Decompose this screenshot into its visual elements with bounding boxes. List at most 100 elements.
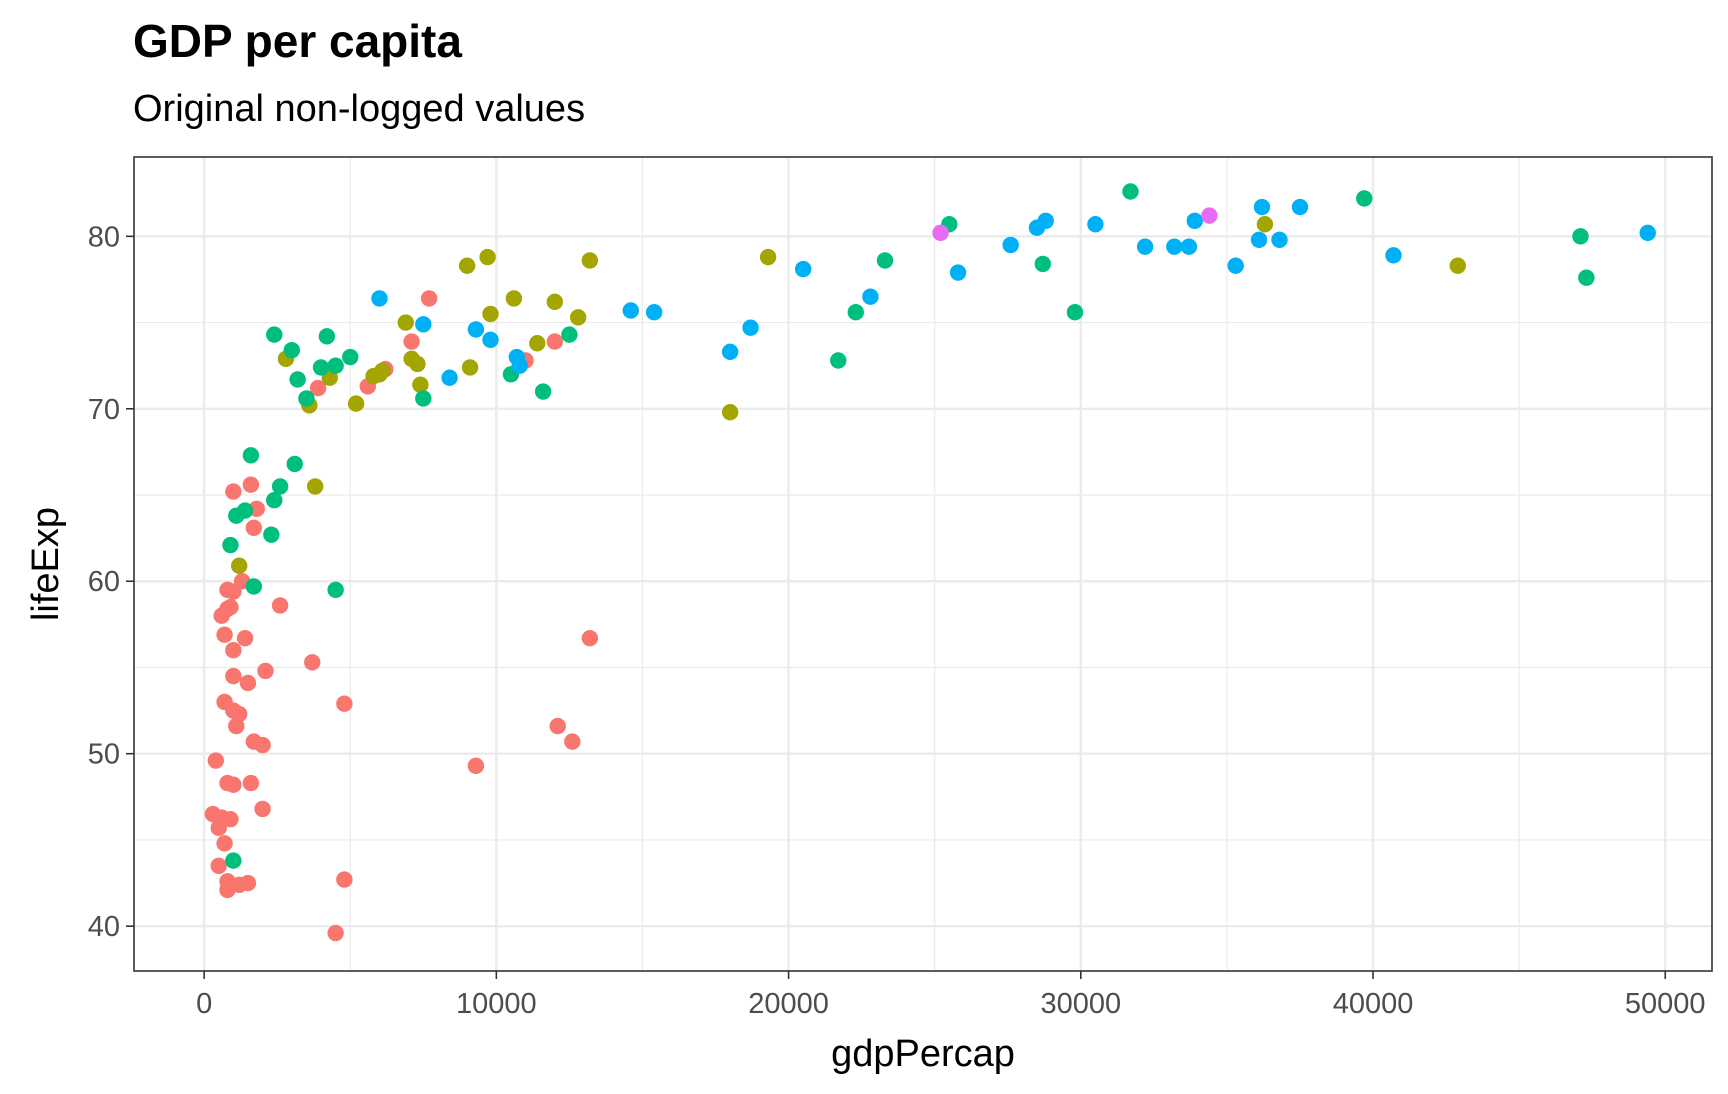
data-point <box>1087 216 1104 233</box>
data-point <box>1186 212 1203 230</box>
data-point <box>482 305 499 323</box>
data-point <box>1166 238 1183 255</box>
data-point <box>511 357 528 374</box>
data-point <box>759 248 777 266</box>
data-point <box>415 390 432 407</box>
data-point <box>242 476 260 493</box>
data-point <box>932 224 949 242</box>
data-point <box>242 774 260 792</box>
data-points <box>204 183 1656 942</box>
data-point <box>581 629 599 647</box>
data-point <box>225 642 242 659</box>
data-point <box>458 257 476 274</box>
minor-grid <box>134 157 1712 971</box>
y-tick-label: 70 <box>88 394 120 426</box>
data-point <box>266 491 283 509</box>
data-point <box>561 326 578 343</box>
data-point <box>415 316 432 333</box>
data-point <box>546 293 563 311</box>
data-point <box>327 924 344 942</box>
y-axis-ticks: 40 50 60 70 80 <box>88 221 134 943</box>
data-point <box>216 626 233 643</box>
data-point <box>482 331 499 349</box>
data-point <box>1136 238 1154 255</box>
data-point <box>289 371 306 388</box>
data-point <box>347 395 365 412</box>
data-point <box>564 733 581 750</box>
major-grid <box>134 157 1712 971</box>
data-point <box>298 390 315 407</box>
data-point <box>742 319 759 336</box>
data-point <box>862 288 879 305</box>
data-point <box>283 341 300 359</box>
data-point <box>239 674 257 692</box>
data-point <box>210 857 227 875</box>
data-point <box>254 736 271 754</box>
data-point <box>1639 224 1656 242</box>
data-point <box>1201 207 1218 224</box>
data-point <box>876 252 894 269</box>
data-point <box>467 321 485 338</box>
data-point <box>546 333 563 350</box>
data-point <box>441 369 458 386</box>
data-point <box>374 362 391 380</box>
data-point <box>309 379 327 397</box>
data-point <box>1227 257 1244 274</box>
data-point <box>622 302 639 319</box>
data-point <box>312 359 330 376</box>
data-point <box>1066 304 1084 321</box>
data-point <box>479 248 496 266</box>
panel-border <box>133 156 1713 972</box>
data-point <box>534 383 552 400</box>
data-point <box>794 260 812 278</box>
data-point <box>830 352 847 369</box>
data-point <box>216 835 233 852</box>
chart-subtitle: Original non-logged values <box>133 88 586 130</box>
x-tick-label: 0 <box>196 988 212 1020</box>
data-point <box>327 357 344 374</box>
data-point <box>1271 231 1288 248</box>
data-point <box>371 290 388 307</box>
y-tick-label: 40 <box>88 911 120 943</box>
data-point <box>467 757 485 774</box>
data-point <box>222 536 239 554</box>
data-point <box>225 483 242 500</box>
data-point <box>721 343 739 361</box>
data-point <box>239 874 257 892</box>
x-tick-label: 30000 <box>1040 988 1121 1020</box>
data-point <box>286 455 303 473</box>
data-point <box>257 662 274 680</box>
data-point <box>271 478 289 495</box>
data-point <box>529 335 546 352</box>
data-point <box>222 811 239 828</box>
data-point <box>505 290 523 307</box>
chart-title: GDP per capita <box>133 15 462 67</box>
data-point <box>236 502 254 519</box>
data-point <box>549 717 566 735</box>
data-point <box>645 304 663 321</box>
data-point <box>306 478 324 495</box>
y-tick-label: 50 <box>88 739 120 771</box>
data-point <box>461 359 479 376</box>
data-point <box>1256 216 1274 233</box>
data-point <box>420 290 438 307</box>
data-point <box>231 705 248 723</box>
data-point <box>403 333 420 350</box>
x-tick-label: 50000 <box>1625 988 1706 1020</box>
data-point <box>327 581 344 599</box>
data-point <box>949 264 967 281</box>
data-point <box>581 252 599 269</box>
data-point <box>207 752 225 769</box>
data-point <box>254 800 271 818</box>
x-tick-label: 20000 <box>748 988 829 1020</box>
y-axis-title: lifeExp <box>25 507 67 621</box>
data-point <box>1253 198 1271 216</box>
data-point <box>1449 257 1466 274</box>
data-point <box>1034 255 1052 273</box>
data-point <box>1002 236 1019 254</box>
data-point <box>271 597 289 614</box>
x-tick-label: 10000 <box>456 988 537 1020</box>
data-point <box>1250 231 1268 248</box>
data-point <box>225 776 242 793</box>
data-point <box>569 309 587 326</box>
